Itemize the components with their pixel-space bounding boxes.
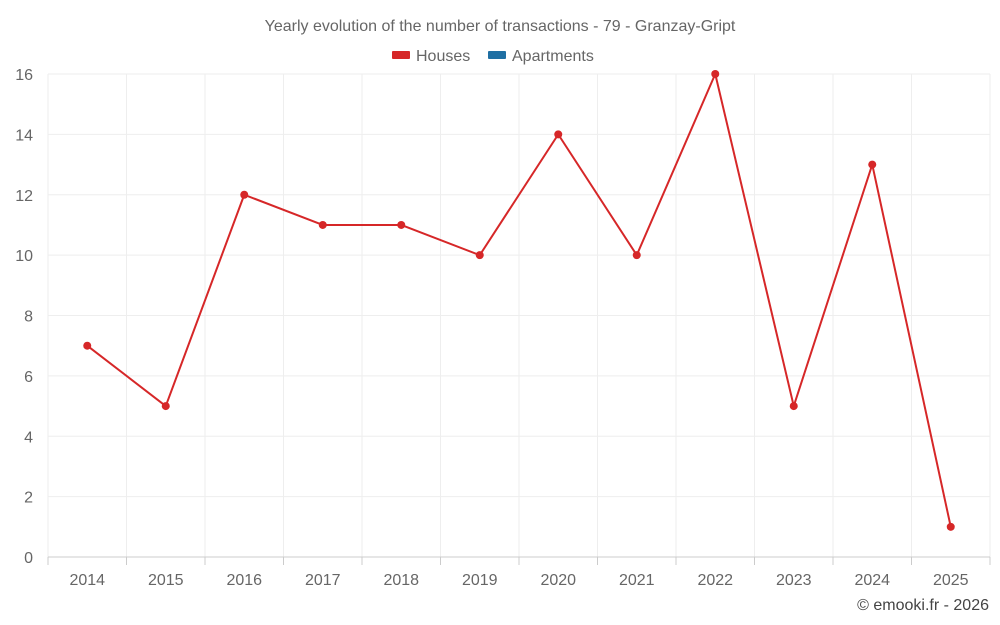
chart-title: Yearly evolution of the number of transa… bbox=[265, 18, 736, 35]
y-tick-label: 12 bbox=[15, 188, 33, 205]
data-point-houses[interactable] bbox=[868, 160, 877, 169]
data-point-houses[interactable] bbox=[318, 220, 327, 229]
legend-item-houses[interactable]: Houses bbox=[392, 48, 470, 65]
x-tick-label: 2022 bbox=[697, 572, 733, 589]
x-tick-label: 2019 bbox=[462, 572, 498, 589]
data-point-houses[interactable] bbox=[161, 402, 170, 411]
y-tick-label: 2 bbox=[24, 490, 33, 507]
data-point-houses[interactable] bbox=[789, 402, 798, 411]
x-tick-label: 2023 bbox=[776, 572, 812, 589]
legend-item-apartments[interactable]: Apartments bbox=[488, 48, 594, 65]
y-tick-label: 4 bbox=[24, 429, 33, 446]
legend-swatch-apartments bbox=[488, 51, 506, 59]
y-tick-label: 0 bbox=[24, 550, 33, 567]
data-point-houses[interactable] bbox=[240, 190, 249, 199]
x-tick-label: 2014 bbox=[69, 572, 105, 589]
data-point-houses[interactable] bbox=[397, 220, 406, 229]
x-tick-label: 2018 bbox=[383, 572, 419, 589]
y-tick-label: 10 bbox=[15, 248, 33, 265]
credit-text: © emooki.fr - 2026 bbox=[857, 597, 989, 614]
legend-label-houses: Houses bbox=[416, 48, 470, 65]
x-tick-label: 2024 bbox=[854, 572, 890, 589]
x-tick-label: 2015 bbox=[148, 572, 184, 589]
data-point-houses[interactable] bbox=[83, 341, 92, 350]
data-point-houses[interactable] bbox=[632, 251, 641, 260]
x-tick-label: 2020 bbox=[540, 572, 576, 589]
x-tick-label: 2025 bbox=[933, 572, 969, 589]
y-tick-label: 16 bbox=[15, 67, 33, 84]
y-tick-label: 14 bbox=[15, 127, 33, 144]
y-tick-label: 6 bbox=[24, 369, 33, 386]
axes: 0 2 4 6 8 10 12 14 16 2014 2015 2016 2017 2018 2019 202… bbox=[15, 67, 991, 589]
y-tick-label: 8 bbox=[24, 309, 33, 326]
grid bbox=[47, 73, 991, 557]
legend: Houses Apartments bbox=[392, 48, 594, 65]
data-point-houses[interactable] bbox=[554, 130, 563, 139]
series-line-houses bbox=[86, 73, 952, 528]
series bbox=[83, 70, 955, 531]
data-point-houses[interactable] bbox=[946, 522, 955, 531]
x-tick-label: 2017 bbox=[305, 572, 341, 589]
data-point-houses[interactable] bbox=[475, 251, 484, 260]
x-tick-label: 2016 bbox=[226, 572, 262, 589]
x-tick-label: 2021 bbox=[619, 572, 655, 589]
data-point-houses[interactable] bbox=[711, 70, 720, 78]
legend-label-apartments: Apartments bbox=[512, 48, 594, 65]
legend-swatch-houses bbox=[392, 51, 410, 59]
